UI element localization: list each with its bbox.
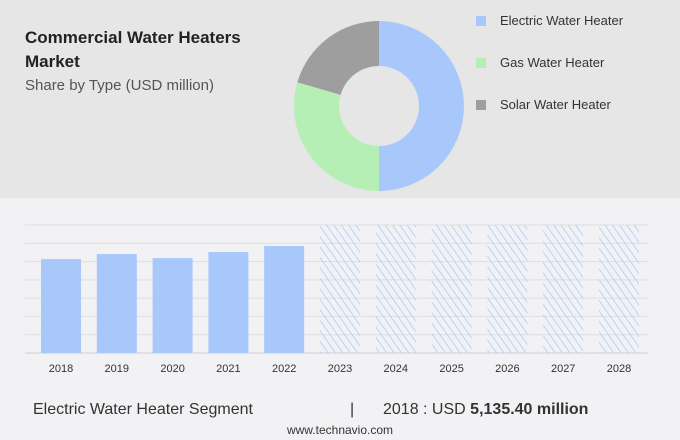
x-tick-label: 2028 (607, 363, 631, 375)
legend-swatch (476, 57, 486, 68)
legend-swatch (476, 15, 486, 26)
forecast-bar-2025 (431, 225, 472, 353)
bar-2021 (208, 252, 249, 353)
forecast-bar-2027 (543, 225, 584, 353)
x-tick-label: 2026 (495, 363, 519, 375)
x-tick-label: 2022 (272, 363, 296, 375)
forecast-bar-2028 (599, 225, 639, 353)
source-url: www.technavio.com (286, 423, 394, 437)
x-tick-label: 2027 (551, 363, 575, 375)
donut-slice-solar-water-heater (297, 21, 379, 95)
x-tick-label: 2020 (160, 363, 184, 375)
x-tick-label: 2021 (216, 363, 240, 375)
donut-slice-gas-water-heater (293, 82, 379, 191)
legend-label: Electric Water Heater (500, 13, 624, 28)
x-tick-label: 2018 (49, 363, 73, 375)
legend-swatch (476, 99, 486, 110)
forecast-bar-2023 (320, 225, 360, 353)
bar-2019 (96, 254, 137, 353)
forecast-bar-2024 (375, 225, 416, 353)
donut-slice-electric-water-heater (379, 21, 464, 191)
forecast-bar-2026 (487, 225, 528, 353)
year-label: 2018 : USD (383, 401, 466, 418)
separator: | (350, 401, 355, 418)
x-tick-label: 2025 (439, 363, 463, 375)
x-tick-label: 2023 (328, 363, 352, 375)
legend-item: Electric Water Heater (476, 13, 623, 28)
segment-value-line: 2018 : USD 5,135.40 million (383, 401, 588, 419)
x-tick-label: 2019 (105, 363, 129, 375)
segment-value: 5,135.40 million (470, 401, 589, 418)
bar-2020 (152, 258, 193, 353)
segment-label: Electric Water Heater Segment (33, 401, 253, 418)
bar-2018 (41, 259, 81, 353)
chart-title: Commercial Water Heaters Market (25, 28, 241, 71)
legend-item: Gas Water Heater (476, 55, 604, 70)
chart-subtitle: Share by Type (USD million) (25, 77, 214, 94)
legend-label: Solar Water Heater (500, 97, 611, 112)
donut-chart (293, 21, 464, 191)
x-tick-label: 2024 (384, 363, 408, 375)
bar-2022 (264, 246, 305, 353)
legend-item: Solar Water Heater (476, 97, 611, 112)
legend-label: Gas Water Heater (500, 55, 605, 70)
